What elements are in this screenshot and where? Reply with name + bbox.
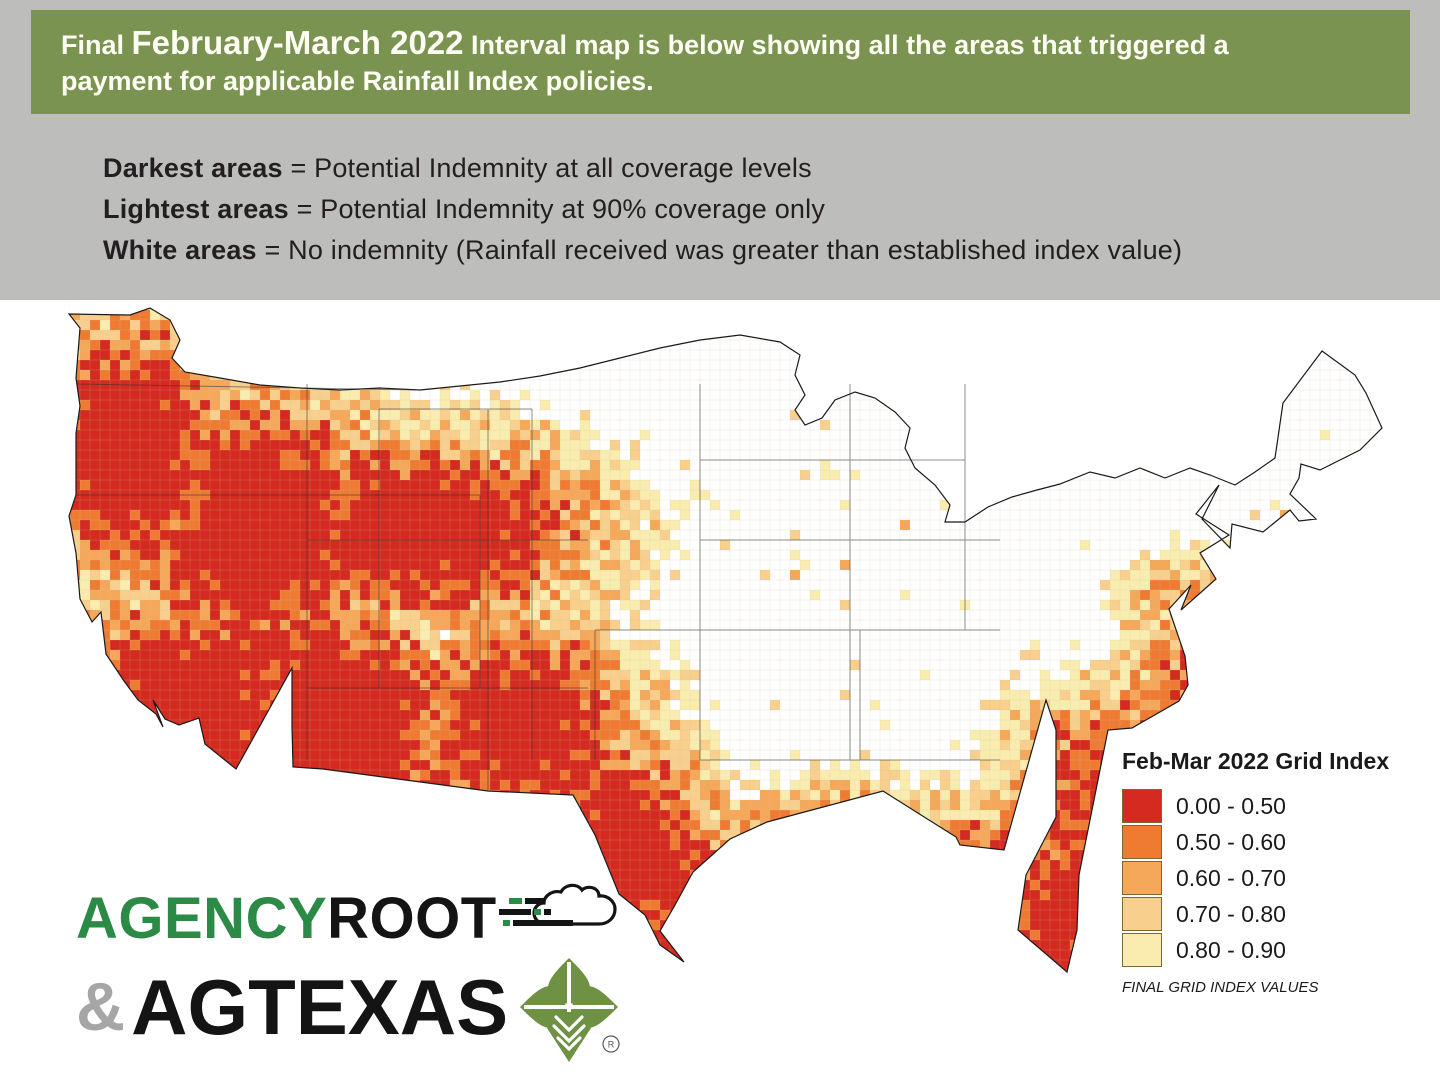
svg-text:R: R (608, 1040, 615, 1050)
